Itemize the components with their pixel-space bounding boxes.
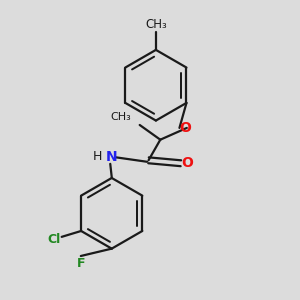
- Text: O: O: [182, 156, 193, 170]
- Text: N: N: [106, 150, 118, 164]
- Text: CH₃: CH₃: [145, 18, 167, 31]
- Text: O: O: [179, 121, 191, 135]
- Text: F: F: [76, 257, 85, 270]
- Text: Cl: Cl: [48, 233, 61, 246]
- Text: CH₃: CH₃: [110, 112, 131, 122]
- Text: H: H: [93, 150, 102, 163]
